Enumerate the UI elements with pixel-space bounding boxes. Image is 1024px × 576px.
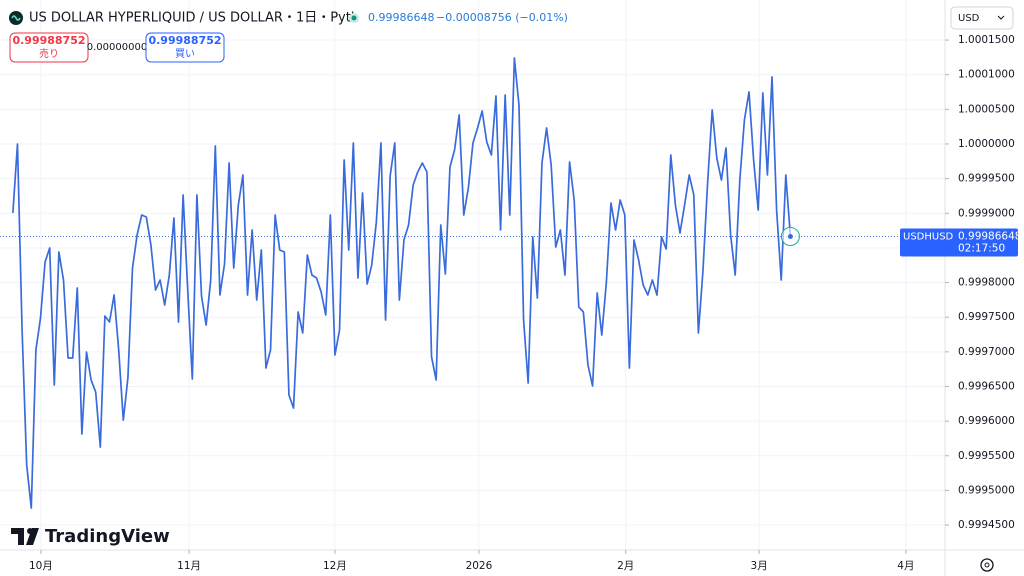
y-tick-label: 0.9999000 [958, 207, 1015, 219]
y-tick-label: 0.9995500 [958, 450, 1015, 462]
buy-button[interactable] [145, 32, 225, 63]
chevron [997, 15, 1005, 20]
price-change: −0.00008756 (−0.01%) [436, 11, 568, 24]
price-line [12, 57, 792, 509]
y-tick-label: 1.0000500 [958, 103, 1015, 115]
logo-icon-dot [27, 528, 33, 534]
y-tick-label: 1.0000000 [958, 138, 1015, 150]
currency-select[interactable] [950, 6, 1014, 30]
symbol-icon-mark [11, 15, 21, 21]
y-tick-label: 0.9996500 [958, 380, 1015, 392]
x-tick-label: 12月 [323, 560, 347, 572]
series [0, 57, 945, 509]
status-dot-core [351, 15, 357, 21]
last-price: 0.99986648 [368, 11, 434, 24]
y-tick-label: 0.9996000 [958, 415, 1015, 427]
symbol-title[interactable]: US DOLLAR HYPERLIQUID / US DOLLAR・1日・Pyt… [29, 11, 359, 26]
y-tick-label: 0.9995000 [958, 484, 1015, 496]
x-tick-label: 2月 [617, 560, 634, 572]
last-point [787, 233, 793, 239]
y-tick-label: 1.0001000 [958, 69, 1015, 81]
buy-label: 買い [175, 48, 195, 60]
spread: 0.00000000 [87, 42, 147, 53]
currency-label: USD [958, 13, 980, 24]
logo-icon [11, 528, 39, 545]
y-tick-label: 0.9999500 [958, 173, 1015, 185]
x-tick-label: 2026 [466, 560, 493, 572]
grid [0, 0, 945, 550]
sell-label: 売り [39, 47, 59, 60]
sell-button[interactable] [9, 32, 89, 63]
price-label-value: 0.99986648 [958, 230, 1021, 242]
y-tick-label: 0.9997500 [958, 311, 1015, 323]
x-tick-label: 10月 [29, 560, 53, 572]
price-label-symbol: USDHUSD [903, 231, 954, 242]
x-tick-label: 4月 [897, 560, 914, 572]
price-label-countdown: 02:17:50 [958, 242, 1005, 254]
y-tick-label: 1.0001500 [958, 34, 1015, 46]
y-tick-label: 0.9997000 [958, 346, 1015, 358]
y-tick-label: 0.9998000 [958, 277, 1015, 289]
settings-icon [984, 562, 990, 568]
x-tick-label: 3月 [751, 560, 768, 572]
x-tick-label: 11月 [177, 560, 201, 572]
price-label-bg [900, 228, 1018, 257]
buy-price: 0.99988752 [148, 34, 221, 47]
sell-price: 0.99988752 [12, 34, 85, 47]
y-tick-label: 0.9994500 [958, 519, 1015, 531]
logo-text: TradingView [45, 526, 170, 547]
settings-button[interactable] [980, 558, 994, 572]
